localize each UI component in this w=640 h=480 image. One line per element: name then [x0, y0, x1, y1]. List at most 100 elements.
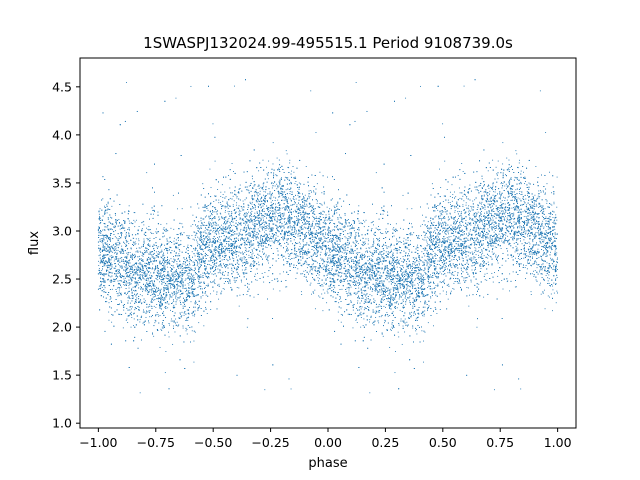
- data-point: [508, 222, 510, 224]
- data-point: [367, 277, 369, 279]
- data-point: [475, 248, 477, 250]
- data-point: [242, 206, 244, 208]
- data-point: [210, 210, 211, 212]
- data-point: [262, 263, 263, 265]
- data-point: [115, 242, 117, 244]
- data-point: [491, 226, 492, 228]
- data-point: [146, 278, 148, 280]
- data-point: [214, 228, 216, 230]
- data-point: [145, 235, 147, 236]
- data-point: [326, 270, 328, 272]
- data-point: [272, 237, 274, 239]
- data-point: [332, 289, 334, 291]
- data-point: [442, 201, 444, 202]
- data-point: [444, 217, 446, 219]
- data-point: [100, 259, 102, 261]
- data-point: [353, 230, 355, 232]
- data-point: [328, 248, 330, 250]
- data-point: [396, 259, 398, 260]
- data-point: [519, 198, 521, 200]
- data-point: [534, 237, 536, 239]
- data-point: [375, 172, 377, 174]
- data-point: [243, 209, 245, 211]
- data-point: [313, 213, 315, 215]
- data-point: [552, 289, 554, 291]
- data-point: [381, 275, 383, 277]
- data-point: [520, 194, 522, 195]
- data-point: [333, 246, 335, 248]
- data-point: [227, 203, 228, 205]
- data-point: [404, 318, 406, 320]
- data-point: [219, 272, 221, 274]
- data-point: [333, 275, 335, 277]
- data-point: [362, 297, 364, 299]
- data-point: [133, 272, 135, 274]
- data-point: [521, 243, 523, 245]
- data-point: [375, 227, 377, 229]
- data-point: [103, 246, 105, 248]
- data-point: [393, 249, 395, 251]
- data-point: [324, 240, 326, 242]
- data-point: [117, 241, 119, 243]
- data-point: [531, 273, 533, 275]
- data-point: [490, 223, 492, 225]
- data-point: [527, 235, 529, 237]
- data-point: [135, 295, 137, 297]
- data-point: [456, 203, 458, 205]
- data-point: [399, 267, 401, 268]
- data-point: [165, 287, 167, 289]
- data-point: [328, 213, 330, 215]
- data-point: [279, 182, 280, 184]
- data-point: [288, 220, 290, 221]
- data-point: [104, 287, 106, 289]
- data-point: [377, 243, 379, 245]
- data-point: [283, 271, 284, 273]
- data-point: [103, 248, 105, 250]
- data-point: [197, 236, 199, 238]
- data-point: [270, 220, 272, 222]
- data-point: [250, 246, 252, 248]
- data-point: [541, 206, 543, 208]
- data-point: [331, 220, 333, 221]
- data-point: [541, 207, 543, 209]
- data-point: [271, 194, 273, 196]
- data-point: [541, 258, 543, 260]
- data-point: [171, 292, 173, 294]
- data-point: [301, 265, 303, 267]
- data-point: [459, 282, 461, 284]
- data-point: [139, 300, 141, 302]
- data-point: [444, 249, 445, 251]
- data-point: [519, 227, 521, 229]
- data-point: [402, 301, 404, 303]
- data-point: [385, 231, 386, 233]
- data-point: [417, 277, 419, 279]
- data-point: [274, 239, 276, 240]
- data-point: [443, 217, 445, 219]
- data-point: [457, 282, 459, 284]
- data-point: [398, 298, 400, 300]
- data-point: [135, 299, 137, 300]
- data-point: [393, 268, 395, 270]
- data-point: [414, 266, 416, 268]
- data-point: [259, 231, 261, 233]
- data-point: [241, 260, 243, 262]
- data-point: [275, 210, 277, 211]
- data-point: [445, 293, 447, 295]
- data-point: [492, 185, 494, 187]
- data-point: [480, 268, 482, 269]
- data-point: [531, 233, 533, 235]
- data-point: [200, 237, 202, 239]
- data-point: [169, 278, 171, 280]
- data-point: [475, 221, 477, 223]
- data-point: [181, 223, 183, 225]
- data-point: [302, 208, 304, 209]
- data-point: [512, 225, 514, 227]
- data-point: [514, 286, 516, 288]
- data-point: [517, 197, 519, 199]
- data-point: [180, 277, 182, 279]
- data-point: [279, 195, 281, 197]
- data-point: [194, 302, 196, 304]
- data-point: [207, 240, 209, 242]
- data-point: [108, 275, 110, 277]
- data-point: [370, 246, 372, 248]
